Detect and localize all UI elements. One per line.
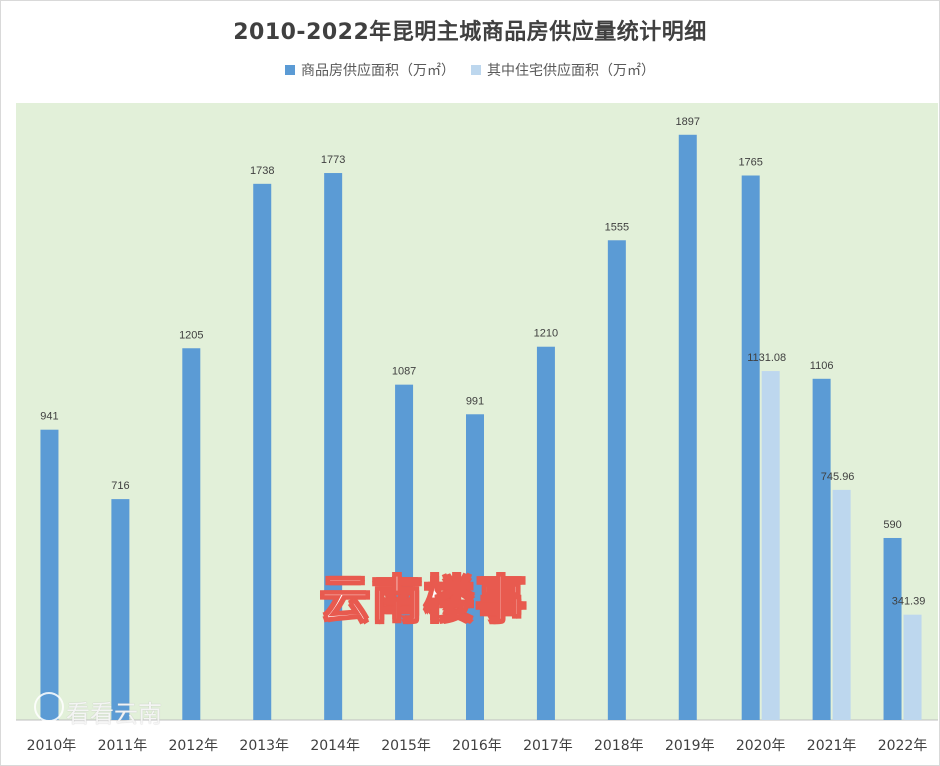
- data-label-total-4: 1773: [321, 154, 345, 166]
- bar-total-1: [111, 499, 130, 720]
- chart-legend: 商品房供应面积（万㎡） 其中住宅供应面积（万㎡）: [0, 60, 940, 80]
- x-tick-label-1: 2011年: [98, 738, 148, 754]
- x-tick-label-5: 2015年: [381, 738, 431, 754]
- data-label-total-3: 1738: [250, 165, 274, 177]
- bar-total-2: [182, 348, 201, 720]
- bar-total-8: [607, 240, 626, 720]
- data-label-total-2: 1205: [179, 329, 203, 341]
- data-label-residential-10: 1131.08: [747, 352, 786, 364]
- data-label-total-0: 941: [40, 411, 58, 423]
- bar-total-11: [812, 378, 831, 720]
- legend-swatch-residential: [471, 65, 481, 75]
- data-label-total-10: 1765: [738, 156, 762, 168]
- bar-total-7: [536, 346, 555, 720]
- bar-residential-10: [761, 371, 780, 720]
- bar-total-4: [324, 173, 343, 721]
- x-tick-label-0: 2010年: [27, 738, 77, 754]
- x-tick-label-10: 2020年: [736, 738, 786, 754]
- data-label-total-12: 590: [883, 519, 901, 531]
- bar-residential-12: [903, 614, 922, 720]
- bar-total-5: [395, 384, 414, 720]
- bar-total-10: [741, 175, 760, 720]
- x-tick-label-3: 2013年: [239, 738, 289, 754]
- bar-total-0: [40, 429, 59, 720]
- bar-total-6: [466, 414, 484, 720]
- data-label-total-1: 716: [111, 480, 129, 492]
- data-label-total-8: 1555: [605, 221, 629, 233]
- watermark-main: 云南楼事: [319, 570, 528, 630]
- x-tick-label-7: 2017年: [523, 738, 573, 754]
- x-tick-label-6: 2016年: [452, 738, 502, 754]
- data-label-total-7: 1210: [534, 328, 558, 340]
- x-tick-label-2: 2012年: [168, 738, 218, 754]
- bar-total-3: [253, 183, 272, 720]
- data-label-total-11: 1106: [810, 360, 834, 372]
- legend-label-total: 商品房供应面积（万㎡）: [301, 63, 455, 79]
- bar-total-9: [678, 134, 697, 720]
- legend-item-total: 商品房供应面积（万㎡）: [285, 60, 455, 80]
- legend-item-residential: 其中住宅供应面积（万㎡）: [471, 60, 655, 80]
- x-tick-label-8: 2018年: [594, 738, 644, 754]
- legend-swatch-total: [285, 65, 295, 75]
- data-label-total-9: 1897: [676, 116, 700, 128]
- chart-title: 2010-2022年昆明主城商品房供应量统计明细: [233, 20, 707, 45]
- x-tick-label-4: 2014年: [310, 738, 360, 754]
- x-tick-label-11: 2021年: [807, 738, 857, 754]
- watermark-logo-icon: [34, 692, 64, 722]
- x-tick-label-12: 2022年: [878, 738, 928, 754]
- data-label-residential-12: 341.39: [892, 596, 926, 608]
- x-tick-label-9: 2019年: [665, 738, 715, 754]
- bar-total-12: [883, 537, 902, 720]
- bar-residential-11: [832, 489, 851, 720]
- watermark-corner: 看看云南: [66, 700, 162, 728]
- data-label-total-5: 1087: [392, 366, 416, 378]
- data-label-total-6: 991: [466, 395, 484, 407]
- data-label-residential-11: 745.96: [821, 471, 855, 483]
- legend-label-residential: 其中住宅供应面积（万㎡）: [487, 63, 655, 79]
